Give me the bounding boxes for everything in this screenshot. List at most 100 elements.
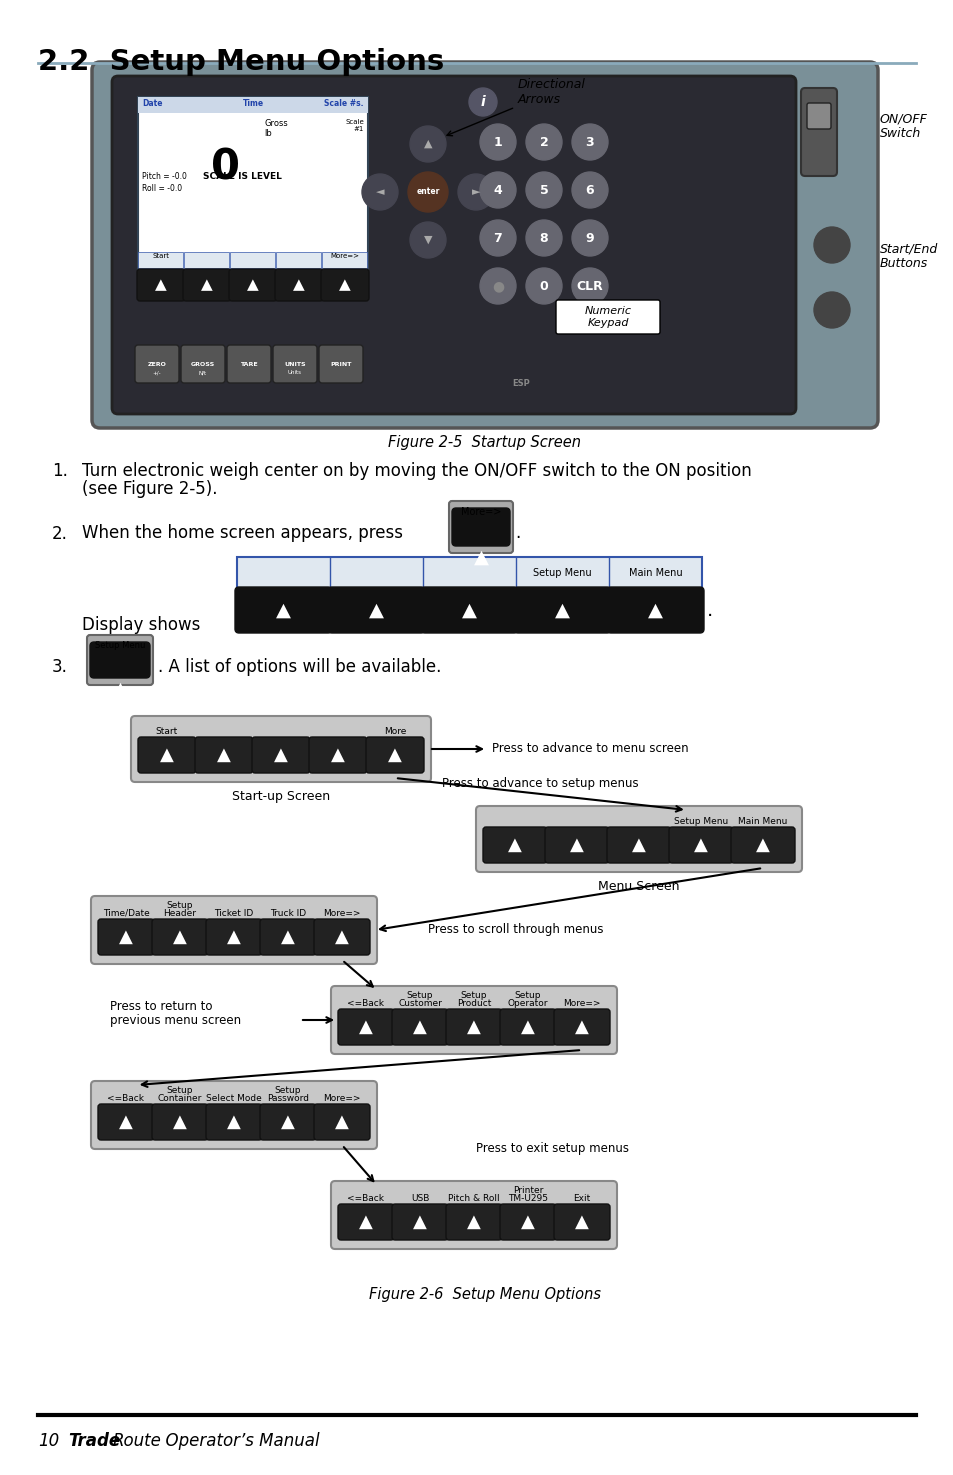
Text: ▲: ▲ <box>467 1018 480 1035</box>
FancyBboxPatch shape <box>227 345 271 384</box>
FancyBboxPatch shape <box>91 895 376 965</box>
Text: Pitch & Roll: Pitch & Roll <box>448 1193 499 1204</box>
Text: Route: Route <box>112 1432 162 1450</box>
Text: More=>: More=> <box>460 507 500 518</box>
Text: Directional
Arrows: Directional Arrows <box>447 78 585 136</box>
Circle shape <box>479 268 516 304</box>
FancyBboxPatch shape <box>98 1103 153 1140</box>
FancyBboxPatch shape <box>152 1103 208 1140</box>
FancyBboxPatch shape <box>273 345 316 384</box>
Text: ▲: ▲ <box>461 600 476 620</box>
Text: .: . <box>515 524 519 541</box>
Text: ▲: ▲ <box>413 1018 427 1035</box>
Text: Select Mode: Select Mode <box>206 1094 262 1103</box>
Text: ▲: ▲ <box>388 746 401 764</box>
Text: More=>: More=> <box>562 999 600 1007</box>
Text: ▲: ▲ <box>467 1212 480 1232</box>
FancyBboxPatch shape <box>328 587 424 633</box>
FancyBboxPatch shape <box>806 103 830 128</box>
Text: ▲: ▲ <box>423 139 432 149</box>
Text: 4: 4 <box>493 183 502 196</box>
FancyBboxPatch shape <box>544 827 608 863</box>
Text: Exit: Exit <box>573 1193 590 1204</box>
Text: Turn electronic weigh center on by moving the ON/OFF switch to the ON position: Turn electronic weigh center on by movin… <box>82 462 751 479</box>
FancyBboxPatch shape <box>90 642 150 678</box>
Text: Start-up Screen: Start-up Screen <box>232 791 330 802</box>
Text: Printer: Printer <box>513 1186 542 1195</box>
Text: Trade: Trade <box>68 1432 120 1450</box>
Text: 2.: 2. <box>52 525 68 543</box>
Text: Setup: Setup <box>460 991 487 1000</box>
Text: Date: Date <box>142 99 162 108</box>
FancyBboxPatch shape <box>499 1204 556 1240</box>
Circle shape <box>408 173 448 212</box>
FancyBboxPatch shape <box>260 919 315 954</box>
Text: ▲: ▲ <box>570 836 583 854</box>
Text: Figure 2-6  Setup Menu Options: Figure 2-6 Setup Menu Options <box>369 1288 600 1302</box>
Circle shape <box>525 268 561 304</box>
Text: 5: 5 <box>539 183 548 196</box>
Circle shape <box>479 124 516 159</box>
FancyBboxPatch shape <box>252 738 310 773</box>
Text: More=>: More=> <box>323 1094 360 1103</box>
FancyBboxPatch shape <box>138 738 195 773</box>
FancyBboxPatch shape <box>452 507 510 546</box>
FancyBboxPatch shape <box>183 268 231 301</box>
Text: ▲: ▲ <box>281 928 294 945</box>
Circle shape <box>572 173 607 208</box>
FancyBboxPatch shape <box>392 1204 448 1240</box>
FancyBboxPatch shape <box>275 252 320 268</box>
FancyBboxPatch shape <box>194 738 253 773</box>
FancyBboxPatch shape <box>318 345 363 384</box>
FancyBboxPatch shape <box>138 252 183 268</box>
Text: ▲: ▲ <box>520 1212 535 1232</box>
Text: Pitch = -0.0: Pitch = -0.0 <box>142 173 187 181</box>
Text: Time/Date: Time/Date <box>103 909 150 917</box>
Text: 1: 1 <box>493 136 502 149</box>
Text: 3: 3 <box>585 136 594 149</box>
Text: Main Menu: Main Menu <box>628 568 681 578</box>
Text: ▲: ▲ <box>155 277 167 292</box>
Circle shape <box>479 220 516 257</box>
Text: (see Figure 2-5).: (see Figure 2-5). <box>82 479 217 499</box>
Text: Customer: Customer <box>397 999 441 1007</box>
Text: Press to exit setup menus: Press to exit setup menus <box>476 1142 629 1155</box>
Text: ▲: ▲ <box>575 1212 588 1232</box>
Text: ▲: ▲ <box>331 746 345 764</box>
Text: Header: Header <box>163 909 196 917</box>
Text: i: i <box>480 94 485 109</box>
FancyBboxPatch shape <box>554 1204 609 1240</box>
Text: ▲: ▲ <box>335 928 349 945</box>
Text: USB: USB <box>411 1193 429 1204</box>
FancyBboxPatch shape <box>331 1181 617 1249</box>
FancyBboxPatch shape <box>91 62 877 428</box>
FancyBboxPatch shape <box>322 252 367 268</box>
Text: TM-U295: TM-U295 <box>507 1193 547 1204</box>
FancyBboxPatch shape <box>234 587 332 633</box>
Circle shape <box>410 125 446 162</box>
Text: ▲: ▲ <box>473 547 488 566</box>
Text: ▲: ▲ <box>119 928 132 945</box>
Text: ▲: ▲ <box>275 600 291 620</box>
Text: ▲: ▲ <box>756 836 769 854</box>
Text: ▲: ▲ <box>413 1212 427 1232</box>
FancyBboxPatch shape <box>152 919 208 954</box>
FancyBboxPatch shape <box>446 1204 501 1240</box>
FancyBboxPatch shape <box>420 587 517 633</box>
Text: ZERO: ZERO <box>148 361 166 366</box>
Text: ▲: ▲ <box>274 746 288 764</box>
Text: UNITS: UNITS <box>284 361 306 366</box>
FancyBboxPatch shape <box>91 1081 376 1149</box>
Circle shape <box>479 173 516 208</box>
FancyBboxPatch shape <box>801 88 836 176</box>
FancyBboxPatch shape <box>730 827 794 863</box>
Text: Start: Start <box>152 254 170 260</box>
Text: ▲: ▲ <box>217 746 231 764</box>
FancyBboxPatch shape <box>87 636 152 684</box>
Text: previous menu screen: previous menu screen <box>110 1013 241 1027</box>
Text: Start: Start <box>155 727 178 736</box>
FancyBboxPatch shape <box>314 919 370 954</box>
Text: Display shows: Display shows <box>82 617 200 634</box>
Text: Menu Screen: Menu Screen <box>598 881 679 892</box>
Text: Truck ID: Truck ID <box>270 909 306 917</box>
